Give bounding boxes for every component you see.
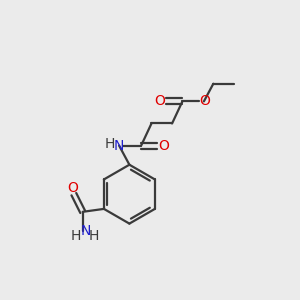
Text: N: N — [114, 139, 124, 153]
Text: O: O — [200, 94, 211, 108]
Text: H: H — [71, 229, 81, 243]
Text: H: H — [104, 137, 115, 151]
Text: O: O — [154, 94, 165, 108]
Text: O: O — [158, 139, 169, 153]
Text: O: O — [67, 181, 78, 195]
Text: H: H — [89, 229, 99, 243]
Text: N: N — [80, 224, 91, 238]
